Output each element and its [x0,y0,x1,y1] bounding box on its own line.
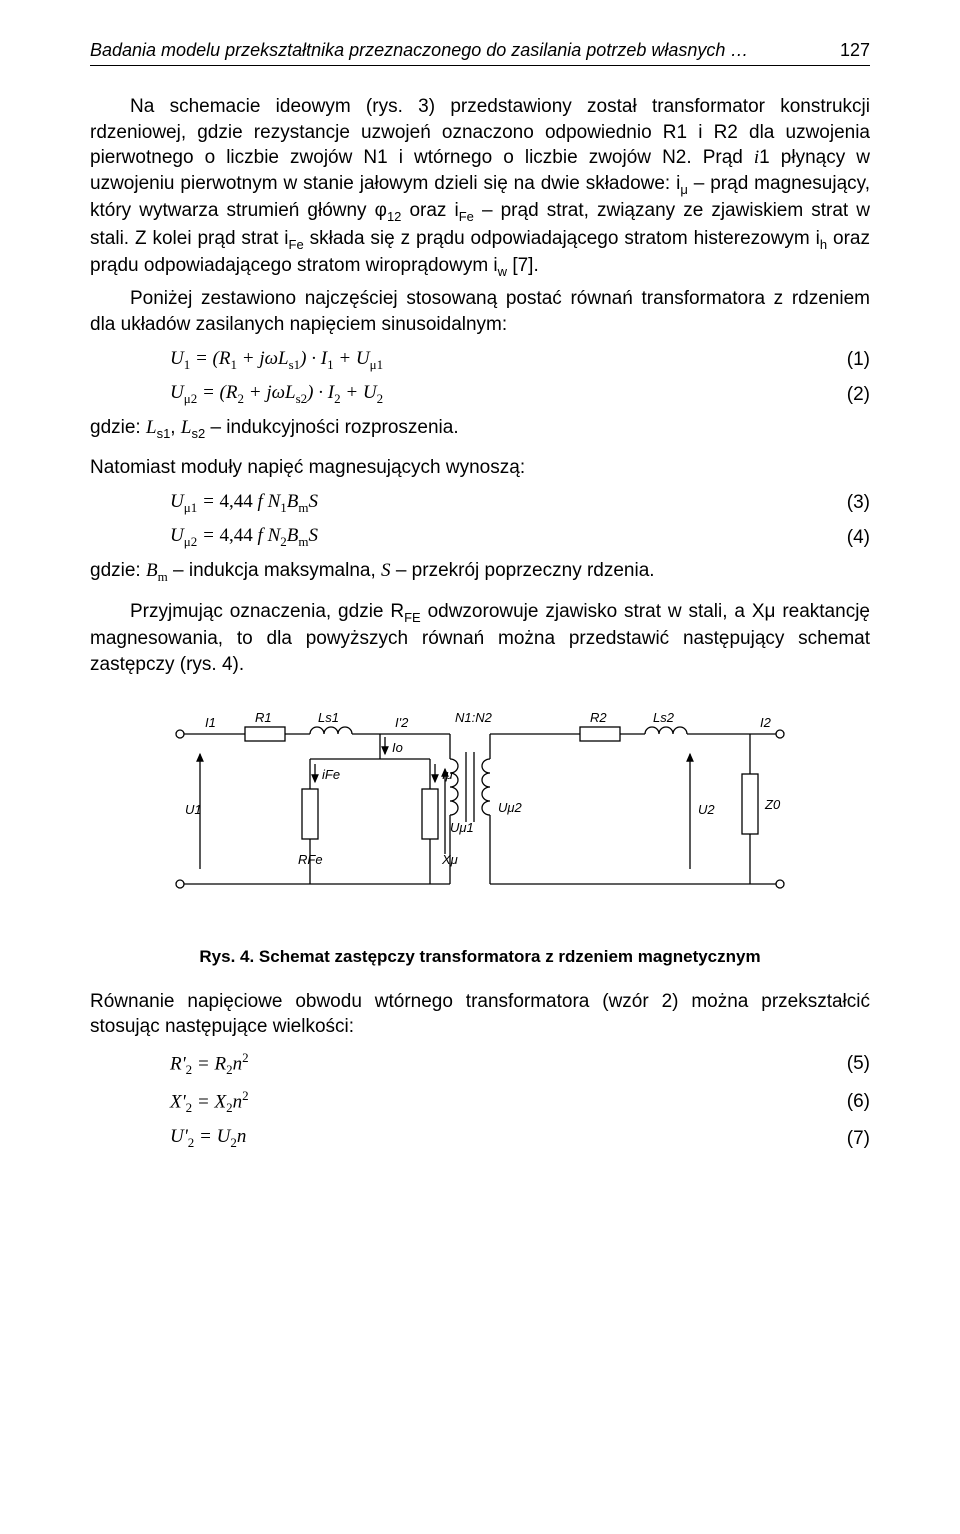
lbl-Iprime2: I'2 [395,715,409,730]
lbl-U1: U1 [185,802,202,817]
lbl-Xmu: Xμ [441,852,458,867]
running-title: Badania modelu przekształtnika przeznacz… [90,40,824,61]
equation-1: U1 = (R1 + jωLs1) · I1 + Uμ1 (1) [170,348,870,373]
paragraph-4: Przyjmując oznaczenia, gdzie RFE odwzoro… [90,599,870,678]
equation-4: Uμ2 = 4,44 f N2BmS (4) [170,525,870,550]
paragraph-3: Natomiast moduły napięć magnesujących wy… [90,455,870,481]
lbl-ratio: N1:N2 [455,710,493,725]
lbl-iFe: iFe [322,767,340,782]
circuit-diagram-svg: I1 R1 Ls1 I'2 N1:N2 R2 Ls2 I2 Io iFe Iμ … [150,704,810,924]
lbl-Imu: Iμ [442,767,453,782]
lbl-Umu2: Uμ2 [498,800,523,815]
running-header: Badania modelu przekształtnika przeznacz… [90,40,870,66]
lbl-R2: R2 [590,710,607,725]
lbl-Io: Io [392,740,403,755]
where-1: gdzie: Ls1, Ls2 – indukcyjności rozprosz… [90,417,870,441]
lbl-Umu1: Uμ1 [450,820,474,835]
lbl-Ls1: Ls1 [318,710,339,725]
equation-7: U'2 = U2n (7) [170,1126,870,1151]
eqnum-6: (6) [810,1091,870,1113]
lbl-R1: R1 [255,710,272,725]
figure-4: I1 R1 Ls1 I'2 N1:N2 R2 Ls2 I2 Io iFe Iμ … [90,704,870,929]
paragraph-1: Na schemacie ideowym (rys. 3) przedstawi… [90,94,870,280]
lbl-I1: I1 [205,715,216,730]
eqnum-1: (1) [810,349,870,371]
equation-3: Uμ1 = 4,44 f N1BmS (3) [170,491,870,516]
lbl-Ls2: Ls2 [653,710,675,725]
equation-6: X'2 = X2n2 (6) [170,1088,870,1116]
lbl-RFe: RFe [298,852,323,867]
lbl-Z0: Z0 [764,797,781,812]
eqnum-2: (2) [810,384,870,406]
equation-2: Uμ2 = (R2 + jωLs2) · I2 + U2 (2) [170,382,870,407]
paragraph-2: Poniżej zestawiono najczęściej stosowaną… [90,286,870,337]
equation-5: R'2 = R2n2 (5) [170,1050,870,1078]
eqnum-5: (5) [810,1053,870,1075]
paragraph-5: Równanie napięciowe obwodu wtórnego tran… [90,989,870,1040]
figure-4-caption: Rys. 4. Schemat zastępczy transformatora… [90,947,870,967]
eqnum-3: (3) [810,492,870,514]
eqnum-7: (7) [810,1128,870,1150]
where-2: gdzie: Bm – indukcja maksymalna, S – prz… [90,560,870,585]
lbl-U2: U2 [698,802,715,817]
eqnum-4: (4) [810,527,870,549]
lbl-I2: I2 [760,715,772,730]
page-number: 127 [824,40,870,61]
